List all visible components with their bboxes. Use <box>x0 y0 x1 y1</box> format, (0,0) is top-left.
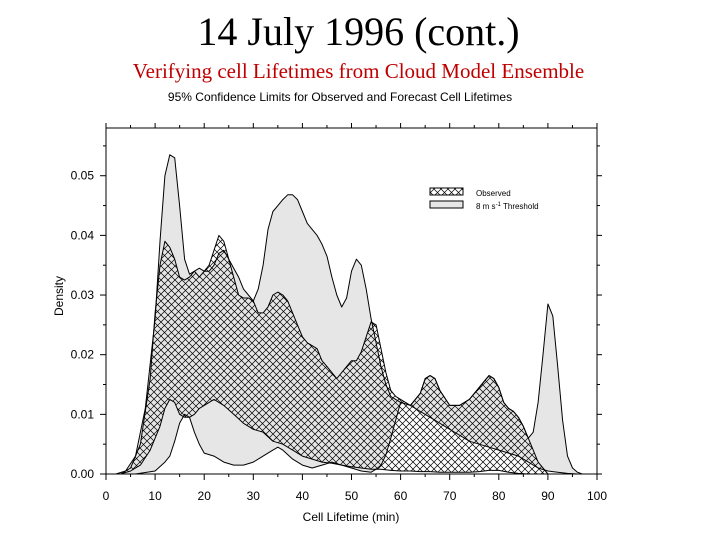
y-axis-label: Density <box>52 276 66 316</box>
chart-title: 95% Confidence Limits for Observed and F… <box>167 90 513 104</box>
x-tick-label-10: 100 <box>587 489 607 503</box>
legend-label-observed: Observed <box>476 189 511 198</box>
y-tick-label-0: 0.00 <box>71 467 95 481</box>
y-tick-label-2: 0.02 <box>71 348 95 362</box>
x-tick-label-8: 80 <box>492 489 506 503</box>
legend-threshold-sup: -1 <box>496 202 502 208</box>
y-tick-label-5: 0.05 <box>71 169 95 183</box>
legend-threshold-main: 8 m s <box>476 202 496 211</box>
page-subtitle: Verifying cell Lifetimes from Cloud Mode… <box>132 59 585 83</box>
legend-swatch-observed <box>429 187 464 196</box>
x-tick-label-3: 30 <box>247 489 261 503</box>
y-tick-label-1: 0.01 <box>71 407 95 421</box>
legend-threshold-tail: Threshold <box>501 202 539 211</box>
page-title: 14 July 1996 (cont.) <box>197 9 520 54</box>
x-tick-label-4: 40 <box>296 489 310 503</box>
axes-layer: 0 10 20 30 40 50 60 70 80 90 100 0.00 0.01 0.02 0.03 0.… <box>71 123 607 503</box>
legend: Observed 8 m s-1 Threshold <box>429 187 539 211</box>
y-tick-label-4: 0.04 <box>71 228 95 242</box>
legend-swatch-threshold <box>429 200 464 209</box>
observed-band-2 <box>120 234 549 475</box>
x-tick-label-0: 0 <box>103 489 110 503</box>
x-tick-label-1: 10 <box>148 489 162 503</box>
x-tick-label-5: 50 <box>345 489 359 503</box>
y-tick-label-3: 0.03 <box>71 288 95 302</box>
legend-label-threshold: 8 m s-1 Threshold <box>476 202 539 211</box>
x-tick-label-9: 90 <box>541 489 555 503</box>
bands-layer <box>115 154 583 475</box>
x-tick-label-6: 60 <box>394 489 408 503</box>
x-axis-label: Cell Lifetime (min) <box>303 510 400 524</box>
x-tick-label-7: 70 <box>443 489 457 503</box>
x-tick-label-2: 20 <box>198 489 212 503</box>
